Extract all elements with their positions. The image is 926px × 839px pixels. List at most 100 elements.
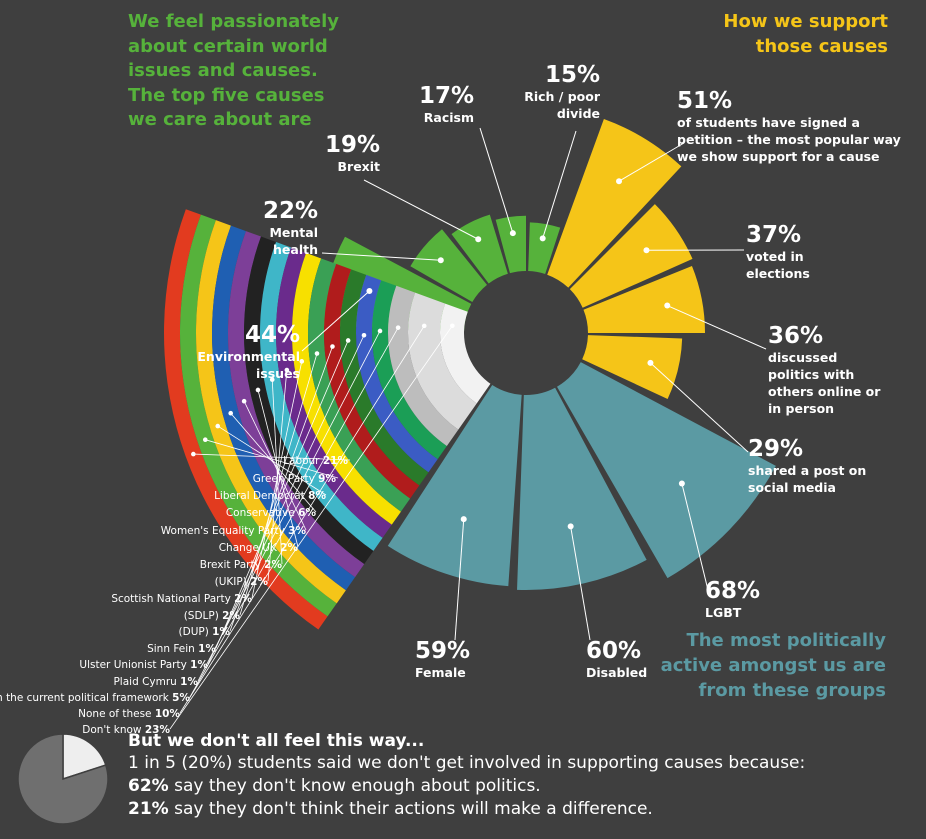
party-leader-dot [228,410,234,416]
support-pct: 37% [746,222,802,248]
support-label-petition: 51% of students have signed a petition –… [677,88,901,165]
pie-slice [17,733,109,825]
party-leader-dot [269,377,275,382]
party-ring [179,214,337,617]
cause-label-environmental: 44% Environmental issues [197,322,300,382]
leader-line [667,305,767,350]
party-ring [276,247,392,538]
group-bar [387,384,522,587]
party-leader-line [251,361,303,599]
group-pct: 68% [705,578,761,604]
cause-name: Environmental issues [197,349,300,381]
party-leader-line [243,401,307,531]
group-bar [557,362,776,579]
party-ring [244,236,374,565]
leader-line [542,130,577,239]
party-legend: Labour 21% Green Party 9% Liberal Democr… [0,0,348,839]
group-label-lgbt: 68% LGBT [705,578,760,621]
group-label-female: 59% Female [415,638,470,681]
support-bar [583,265,705,333]
party-label: Brexit Party 2% [199,559,282,571]
leader-dot [509,230,516,237]
party-label: Scottish National Party 2% [111,593,252,605]
cause-name: Brexit [337,159,381,174]
bottom-line2: 62% say they don't know enough about pol… [128,776,541,796]
leader-line [479,127,514,234]
leader-line [681,483,709,591]
cause-label-rich-poor: 15% Rich / poor divide [524,62,600,122]
leader-line [321,252,441,261]
support-name: shared a post on social media [748,463,867,495]
party-leader-dot [395,325,401,330]
leader-line [618,142,685,182]
cause-name: Rich / poor divide [524,89,600,121]
leader-line [570,526,591,641]
party-label: hosen to disengage from the current poli… [0,692,190,704]
leader-dot [539,235,546,242]
party-label: Conservative 6% [225,507,316,519]
party-label: Plaid Cymru 1% [113,676,198,688]
group-pct: 60% [586,638,642,664]
party-leader-dot [361,332,367,338]
party-leader-dot [314,351,320,356]
cause-name: Mental health [269,225,318,257]
party-ring [340,269,429,486]
bottom-text: But we don't all feel this way... 1 in 5… [128,730,918,821]
party-ring [163,209,328,630]
party-leader-line [239,353,318,616]
party-label: Change UK 2% [218,542,298,554]
bottom-line1: 1 in 5 (20%) students said we don't get … [128,753,806,773]
party-label: (DUP) 1% [178,626,230,638]
group-name: LGBT [705,605,742,620]
support-pct: 51% [677,88,733,114]
party-leader-line [207,335,365,665]
party-leader-line [179,325,425,714]
party-leader-dot [241,398,247,404]
party-label: Liberal Democrat 8% [214,490,326,502]
leader-dot [366,288,373,295]
cause-label-brexit: 19% Brexit [325,132,380,175]
group-name: Disabled [586,665,648,680]
cause-bar [528,222,561,275]
leader-dot [475,236,482,243]
bottom-title: But we don't all feel this way... [128,731,425,751]
leader-line [650,362,749,453]
support-label-discussed: 36% discussed politics with others onlin… [768,323,880,417]
party-label: Women's Equality Party 3% [160,525,306,537]
leader-line [363,179,479,240]
party-label: Ulster Unionist Party 1% [79,659,208,671]
party-label: Don't know 23% [82,724,170,736]
party-leader-dot [202,437,208,442]
support-name: of students have signed a petition – the… [677,115,901,164]
group-pct: 59% [415,638,471,664]
support-heading: How we support those causes [723,11,888,57]
group-bar [517,387,647,590]
causes-heading: We feel passionately about certain world… [128,11,340,130]
cause-pct: 44% [244,322,300,348]
party-ring [324,263,420,499]
leader-line [454,519,465,641]
party-ring [308,258,411,512]
bottom-line3: 21% say they don't think their actions w… [128,799,653,819]
party-leader-dot [191,451,196,457]
party-leader-dot [377,328,383,334]
support-bar [569,204,693,308]
support-pct: 29% [748,436,804,462]
party-leader-dot [299,359,305,364]
party-label: (UKIP) 2% [214,576,268,588]
groups-heading: The most politically active amongst us a… [660,630,886,701]
party-leader-dot [450,323,455,329]
party-leader-dot [345,338,351,343]
leader-dot [567,523,574,530]
party-leader-line [271,379,283,565]
party-label: (SDLP) 2% [183,610,240,622]
party-leader-dot [421,323,427,329]
party-leader-dot [215,423,221,429]
leader-dot [664,302,671,309]
cause-bar [410,229,487,302]
leader-dot [647,359,654,366]
cause-pct: 17% [418,83,474,109]
cause-bar [495,215,526,274]
